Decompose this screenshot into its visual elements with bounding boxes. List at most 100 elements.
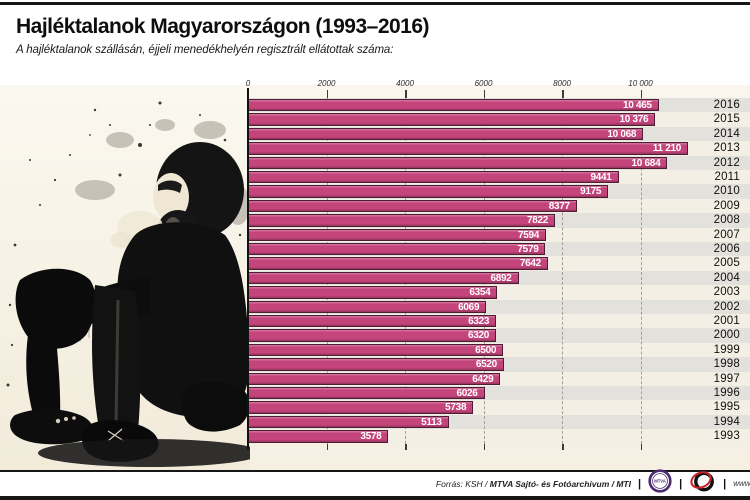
year-label: 2001 — [713, 315, 740, 327]
year-label: 2012 — [713, 156, 740, 169]
x-axis-top-tick — [562, 90, 564, 98]
year-label: 2003 — [713, 286, 740, 299]
sandal-toes — [55, 416, 76, 424]
bar-value-label: 10 684 — [631, 157, 661, 169]
footer: Forrás: KSH / MTVA Sajtó- és Fotóarchivu… — [0, 469, 750, 498]
bar-row: 6520 1998 — [248, 357, 750, 372]
bar-row: 6323 2001 — [248, 314, 750, 329]
x-axis-bottom-tick — [640, 443, 642, 450]
x-axis-bottom-tick — [483, 443, 485, 450]
bar-value-label: 6354 — [469, 287, 491, 299]
bar: 7642 — [248, 257, 548, 270]
bar-row: 10 684 2012 — [248, 155, 750, 170]
bar: 6892 — [248, 271, 519, 285]
x-axis-tick-label: 0 — [245, 79, 251, 88]
year-label: 2013 — [713, 142, 740, 155]
bar-row: 7642 2005 — [248, 256, 750, 271]
bar-value-label: 11 210 — [652, 143, 682, 155]
bottom-bar — [0, 495, 750, 500]
bar: 7822 — [248, 214, 555, 227]
bar: 5113 — [248, 415, 449, 429]
gridline — [326, 98, 328, 444]
bar: 6354 — [248, 286, 498, 299]
bar: 10 376 — [248, 113, 656, 126]
x-axis-top-tick — [405, 90, 407, 98]
year-label: 2008 — [713, 214, 740, 227]
bar-row: 10 465 2016 — [248, 98, 750, 113]
bar-value-label: 8377 — [548, 200, 570, 212]
bar: 5738 — [248, 401, 474, 414]
bar-value-label: 7579 — [517, 244, 539, 255]
bar: 8377 — [248, 199, 577, 213]
bar: 7594 — [248, 228, 547, 241]
bar-row: 6354 2003 — [248, 285, 750, 300]
year-label: 1997 — [713, 372, 740, 385]
bar-value-label: 6026 — [456, 388, 478, 399]
bar-value-label: 5113 — [421, 416, 442, 428]
shoe-laces — [107, 428, 125, 442]
mti-logo-icon — [689, 469, 716, 498]
bar: 6323 — [248, 315, 497, 328]
gridline — [405, 98, 406, 444]
x-axis-tick-label: 4000 — [396, 79, 414, 88]
bar-value-label: 6323 — [468, 316, 490, 327]
bar: 6500 — [248, 343, 504, 357]
bar: 10 684 — [248, 156, 668, 169]
figure-silhouette — [10, 142, 262, 467]
bar-value-label: 6429 — [472, 373, 494, 385]
bar-row: 5738 1995 — [248, 400, 750, 415]
year-label: 2015 — [713, 113, 740, 126]
source-bold: MTVA Sajtó- és Fotóarchivum / MTI — [489, 478, 631, 489]
x-axis-top-tick — [640, 90, 642, 98]
ground-shadow — [38, 439, 262, 467]
gridline — [483, 98, 485, 444]
bar: 3578 — [248, 430, 389, 443]
homeless-man-photo — [0, 85, 262, 470]
bar-value-label: 9175 — [580, 186, 602, 198]
bar-value-label: 7642 — [519, 258, 541, 270]
bar: 9441 — [248, 171, 619, 184]
bar-row: 6026 1996 — [248, 386, 750, 401]
gridline — [640, 98, 642, 444]
photo-texture-blobs — [75, 119, 250, 225]
bar-row: 3578 1993 — [248, 429, 750, 444]
page-title: Hajléktalanok Magyarországon (1993–2016) — [16, 15, 430, 38]
x-axis-bottom-tick — [326, 443, 328, 450]
x-axis-tick-label: 2000 — [317, 79, 336, 88]
year-label: 2009 — [713, 199, 740, 212]
x-axis-top-tick — [326, 90, 328, 98]
bar-value-label: 9441 — [590, 172, 612, 183]
bar-value-label: 10 376 — [619, 114, 649, 126]
homeless-man-photo-svg — [0, 85, 262, 470]
year-label: 2011 — [714, 171, 740, 183]
footer-url: www.m — [733, 479, 750, 489]
bar-row: 6429 1997 — [248, 371, 750, 386]
year-label: 2014 — [713, 127, 740, 140]
separator: | — [679, 477, 683, 490]
source-credit: Forrás: KSH / MTVA Sajtó- és Fotóarchivu… — [436, 479, 631, 489]
year-label: 2006 — [713, 243, 740, 255]
year-label: 1993 — [713, 430, 740, 443]
x-axis-tick-label: 6000 — [474, 79, 493, 88]
bar: 6520 — [248, 358, 504, 371]
bar-value-label: 6500 — [475, 344, 497, 356]
svg-text:MTVA: MTVA — [654, 479, 666, 484]
bar-value-label: 7822 — [526, 215, 548, 227]
source-prefix: Forrás: KSH / — [435, 478, 490, 489]
bar-value-label: 6069 — [458, 301, 480, 313]
year-label: 1999 — [713, 343, 740, 356]
year-label: 2007 — [713, 228, 740, 241]
bar: 7579 — [248, 243, 546, 256]
bar: 10 068 — [248, 127, 644, 141]
x-axis-tick-label: 8000 — [553, 79, 571, 88]
footer-divider — [0, 470, 750, 472]
bar-row: 10 068 2014 — [248, 126, 750, 142]
bar-row: 6892 2004 — [248, 270, 750, 286]
bar-row: 9441 2011 — [248, 170, 750, 185]
bar-row: 6069 2002 — [248, 299, 750, 314]
x-axis-tick-label: 10 000 — [628, 79, 653, 88]
year-label: 1998 — [713, 358, 740, 371]
bar-value-label: 6892 — [490, 272, 512, 284]
